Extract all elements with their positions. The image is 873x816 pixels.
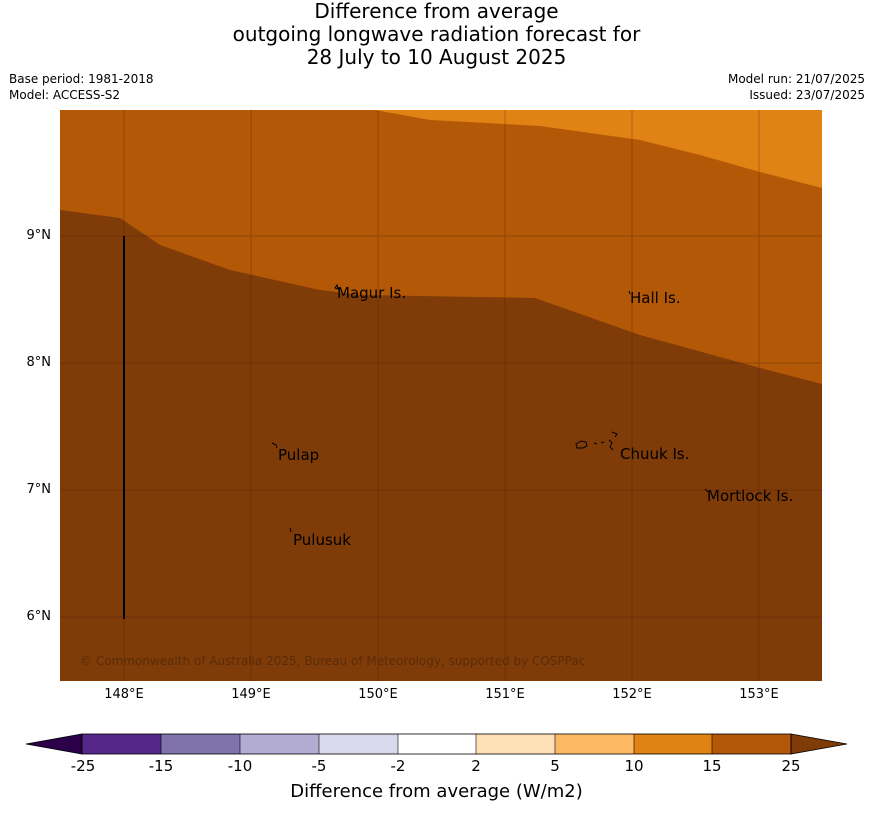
title-line-2: outgoing longwave radiation forecast for [232,22,641,46]
island-outlines [271,283,709,533]
title-line-1: Difference from average [314,0,559,23]
meta-right: Model run: 21/07/2025 Issued: 23/07/2025 [728,71,865,103]
colorbar-segment-below-25 [25,733,83,755]
mortlock-island-shape [704,488,709,493]
chuuk-island-shape [575,431,618,451]
pulap-island-shape [271,442,278,449]
place-label-pulusuk: Pulusuk [293,531,351,549]
map-panel [60,110,822,681]
place-label-pulap: Pulap [278,446,320,464]
colorbar-tick: -15 [148,757,174,775]
meta-left: Base period: 1981-2018 Model: ACCESS-S2 [9,71,154,103]
colorbar-tick: -10 [227,757,253,775]
lon-label-150e: 150°E [358,687,398,702]
colorbar-segment-15-25 [712,734,791,754]
colorbar-segment-10-5 [240,734,319,754]
chart-title: Difference from average outgoing longwav… [0,0,873,69]
lat-label-6n: 6°N [26,609,52,624]
lon-label-148e: 148°E [104,687,144,702]
anomaly-band-5-10 [375,110,822,188]
colorbar-segment-15-10 [161,734,240,754]
copyright-notice: © Commonwealth of Australia 2025, Bureau… [80,654,586,668]
base-period-text: Base period: 1981-2018 [9,72,154,86]
colorbar-segment-2-2 [398,734,476,754]
colorbar-dividers [160,734,713,754]
colorbar [25,733,848,755]
colorbar-tick: 25 [781,757,801,775]
lat-label-9n: 9°N [26,228,52,243]
colorbar-tick: -25 [70,757,96,775]
lon-label-152e: 152°E [612,687,652,702]
colorbar-segment-25-15 [82,734,161,754]
lon-label-153e: 153°E [739,687,779,702]
colorbar-segment-above-25 [790,733,848,755]
colorbar-segment-5-2 [319,734,398,754]
model-run-text: Model run: 21/07/2025 [727,72,865,86]
lat-label-8n: 8°N [26,355,52,370]
lon-label-149e: 149°E [231,687,271,702]
colorbar-tick: 10 [624,757,644,775]
colorbar-tick: 5 [550,757,560,775]
map-svg [60,110,822,681]
issued-text: Issued: 23/07/2025 [749,88,865,102]
lon-label-151e: 151°E [485,687,525,702]
title-line-3: 28 July to 10 August 2025 [306,45,567,69]
colorbar-label: Difference from average (W/m2) [290,781,583,802]
colorbar-tick: -5 [311,757,327,775]
pulusuk-island-shape [289,527,292,533]
colorbar-segment-2-5 [476,734,555,754]
place-label-mortlock: Mortlock Is. [707,487,794,505]
colorbar-tick: 15 [702,757,722,775]
place-label-chuuk: Chuuk Is. [620,445,690,463]
colorbar-segment-10-15 [634,734,712,754]
colorbar-tick: -2 [390,757,406,775]
place-label-magur: Magur Is. [337,284,407,302]
hall-island-shape [628,290,631,295]
anomaly-band-10-15 [60,110,822,384]
colorbar-frame [81,733,792,755]
colorbar-tick: 2 [471,757,481,775]
model-text: Model: ACCESS-S2 [9,88,121,102]
lat-label-7n: 7°N [26,482,52,497]
magur-island-shape [334,283,339,290]
colorbar-segment-5-10 [555,734,634,754]
place-label-hall: Hall Is. [630,289,681,307]
